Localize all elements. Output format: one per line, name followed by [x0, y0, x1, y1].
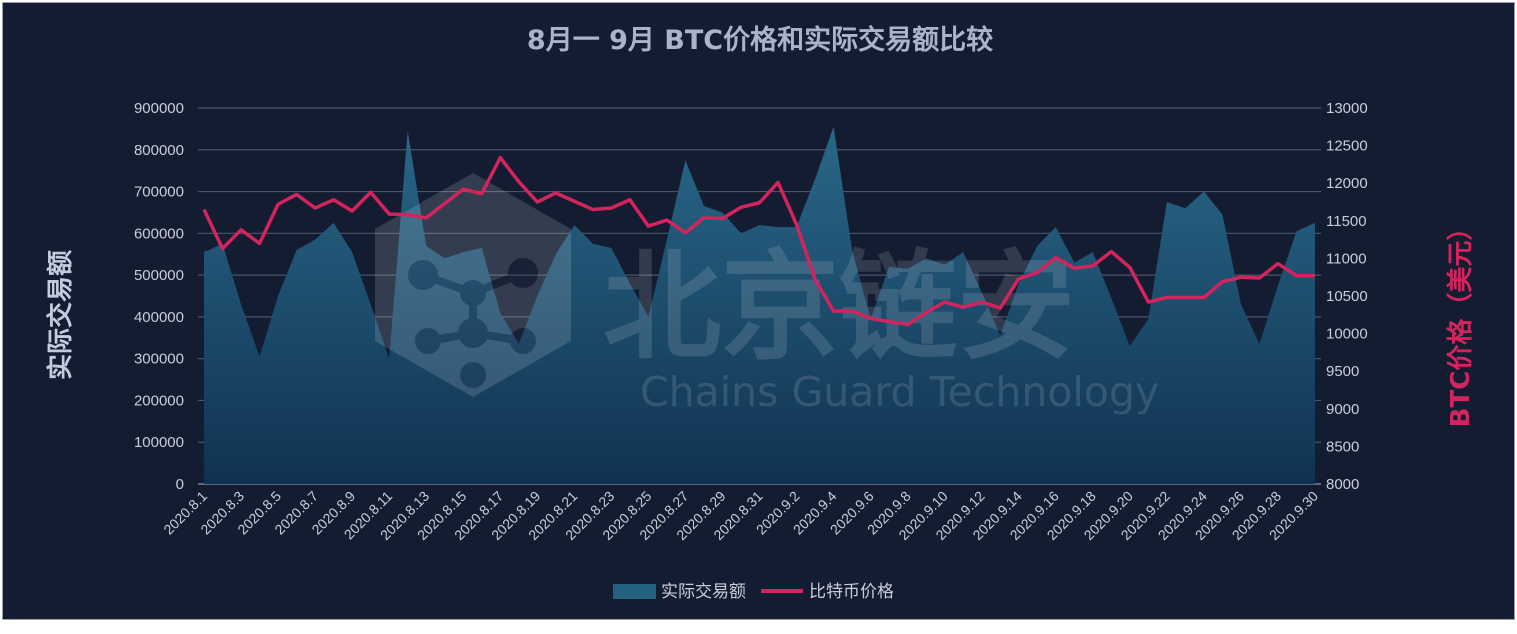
- y-axis-left-label: 实际交易额: [45, 250, 76, 380]
- y-left-tick-label: 700000: [134, 184, 184, 201]
- series-line-price: [202, 155, 1315, 327]
- y-axis-right-ticks: 8000 8500 9000 9500 10000 10500 11000 11500 1200…: [1326, 100, 1368, 493]
- y-left-tick-label: 900000: [134, 100, 184, 117]
- y-left-tick-label: 0: [176, 476, 184, 493]
- y-right-tick-label: 10000: [1326, 326, 1368, 343]
- legend-label-price: 比特币价格: [809, 582, 894, 602]
- y-right-tick-label: 11500: [1326, 213, 1367, 230]
- y-right-tick-label: 8000: [1326, 476, 1359, 493]
- watermark-text-cn: 北京链安: [603, 238, 1075, 376]
- y-left-tick-label: 200000: [134, 392, 184, 409]
- y-left-tick-label: 300000: [134, 351, 184, 368]
- legend-swatch-area: [613, 584, 656, 599]
- y-right-tick-label: 9500: [1326, 363, 1359, 380]
- y-right-tick-label: 9000: [1326, 401, 1359, 418]
- y-right-tick-label: 12500: [1326, 138, 1368, 155]
- legend-label-volume: 实际交易额: [661, 582, 746, 602]
- watermark-text-en: Chains Guard Technology: [640, 368, 1159, 416]
- y-left-tick-label: 800000: [134, 142, 184, 159]
- series-area-layer: [204, 126, 1315, 485]
- y-right-tick-label: 11000: [1326, 250, 1367, 267]
- y-left-tick-label: 600000: [134, 225, 184, 242]
- y-right-tick-label: 12000: [1326, 175, 1368, 192]
- y-left-tick-label: 100000: [134, 434, 184, 451]
- legend: 实际交易额 比特币价格: [613, 582, 894, 602]
- y-left-tick-label: 500000: [134, 267, 184, 284]
- series-line-layer: [202, 155, 1315, 327]
- series-area-volume: [204, 126, 1315, 485]
- y-right-tick-label: 10500: [1326, 288, 1368, 305]
- y-axis-left-ticks: 0 100000 200000 300000 400000 500000 600000 700…: [134, 100, 184, 493]
- chart-canvas: 8月一 9月 BTC价格和实际交易额比较 0 100000 200000 300000…: [45, 24, 1476, 602]
- y-axis-right-label: BTC价格（美元）: [1445, 215, 1476, 428]
- watermark-logo-network-icon: [408, 258, 538, 388]
- y-left-tick-label: 400000: [134, 309, 184, 326]
- y-right-tick-label: 8500: [1326, 438, 1359, 455]
- watermark-logo-icon: [375, 173, 571, 397]
- y-right-tick-label: 13000: [1326, 100, 1368, 117]
- x-axis-ticks: 2020.8.12020.8.32020.8.52020.8.72020.8.9…: [160, 488, 1321, 544]
- chart-title: 8月一 9月 BTC价格和实际交易额比较: [527, 24, 993, 56]
- watermark: 北京链安 Chains Guard Technology: [375, 173, 1159, 416]
- chart-frame: 8月一 9月 BTC价格和实际交易额比较 0 100000 200000 300000…: [2, 2, 1515, 620]
